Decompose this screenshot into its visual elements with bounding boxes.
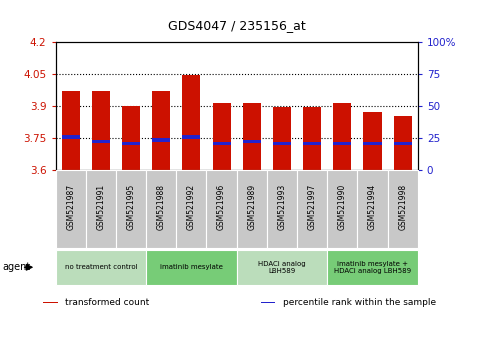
Text: GDS4047 / 235156_at: GDS4047 / 235156_at <box>168 19 306 33</box>
Bar <box>152 91 170 170</box>
Bar <box>273 142 291 145</box>
Bar <box>122 106 140 170</box>
Bar <box>297 170 327 248</box>
Bar <box>213 142 231 145</box>
Text: HDACi analog
LBH589: HDACi analog LBH589 <box>258 261 306 274</box>
Bar <box>43 302 58 303</box>
Text: GSM521990: GSM521990 <box>338 184 347 230</box>
Bar <box>333 142 352 145</box>
Text: GSM521991: GSM521991 <box>96 184 105 230</box>
Text: GSM521998: GSM521998 <box>398 184 407 230</box>
Text: percentile rank within the sample: percentile rank within the sample <box>283 298 436 307</box>
Bar <box>62 91 80 170</box>
Bar <box>303 142 321 145</box>
Text: GSM521989: GSM521989 <box>247 184 256 230</box>
Bar <box>92 139 110 143</box>
Bar <box>261 302 275 303</box>
Bar <box>146 170 176 248</box>
Bar <box>237 250 327 285</box>
Bar <box>56 250 146 285</box>
Text: GSM521997: GSM521997 <box>308 184 317 230</box>
Bar <box>183 135 200 139</box>
Bar <box>242 139 261 143</box>
Text: GSM521988: GSM521988 <box>156 184 166 230</box>
Text: no treatment control: no treatment control <box>65 264 137 270</box>
Bar <box>152 138 170 142</box>
Bar <box>242 103 261 170</box>
Bar <box>327 170 357 248</box>
Bar <box>62 135 80 139</box>
Bar <box>303 107 321 170</box>
Bar <box>388 170 418 248</box>
Bar <box>364 142 382 145</box>
Bar <box>333 103 352 170</box>
Bar <box>213 103 231 170</box>
Text: transformed count: transformed count <box>65 298 149 307</box>
Bar <box>92 91 110 170</box>
Bar <box>267 170 297 248</box>
Text: GSM521993: GSM521993 <box>277 184 286 230</box>
Bar <box>357 170 388 248</box>
Bar <box>116 170 146 248</box>
Text: imatinib mesylate +
HDACi analog LBH589: imatinib mesylate + HDACi analog LBH589 <box>334 261 411 274</box>
Text: GSM521995: GSM521995 <box>127 184 136 230</box>
Text: imatinib mesylate: imatinib mesylate <box>160 264 223 270</box>
Bar <box>146 250 237 285</box>
Text: agent: agent <box>2 262 30 272</box>
Bar <box>183 75 200 170</box>
Text: GSM521996: GSM521996 <box>217 184 226 230</box>
Bar <box>237 170 267 248</box>
Bar <box>122 142 140 145</box>
Text: GSM521987: GSM521987 <box>66 184 75 230</box>
Text: GSM521994: GSM521994 <box>368 184 377 230</box>
Bar <box>207 170 237 248</box>
Bar <box>176 170 207 248</box>
Bar <box>86 170 116 248</box>
Bar <box>394 142 412 145</box>
Bar <box>273 107 291 170</box>
Text: GSM521992: GSM521992 <box>187 184 196 230</box>
Bar <box>56 170 86 248</box>
Bar <box>327 250 418 285</box>
Bar <box>364 112 382 170</box>
Bar <box>394 116 412 170</box>
